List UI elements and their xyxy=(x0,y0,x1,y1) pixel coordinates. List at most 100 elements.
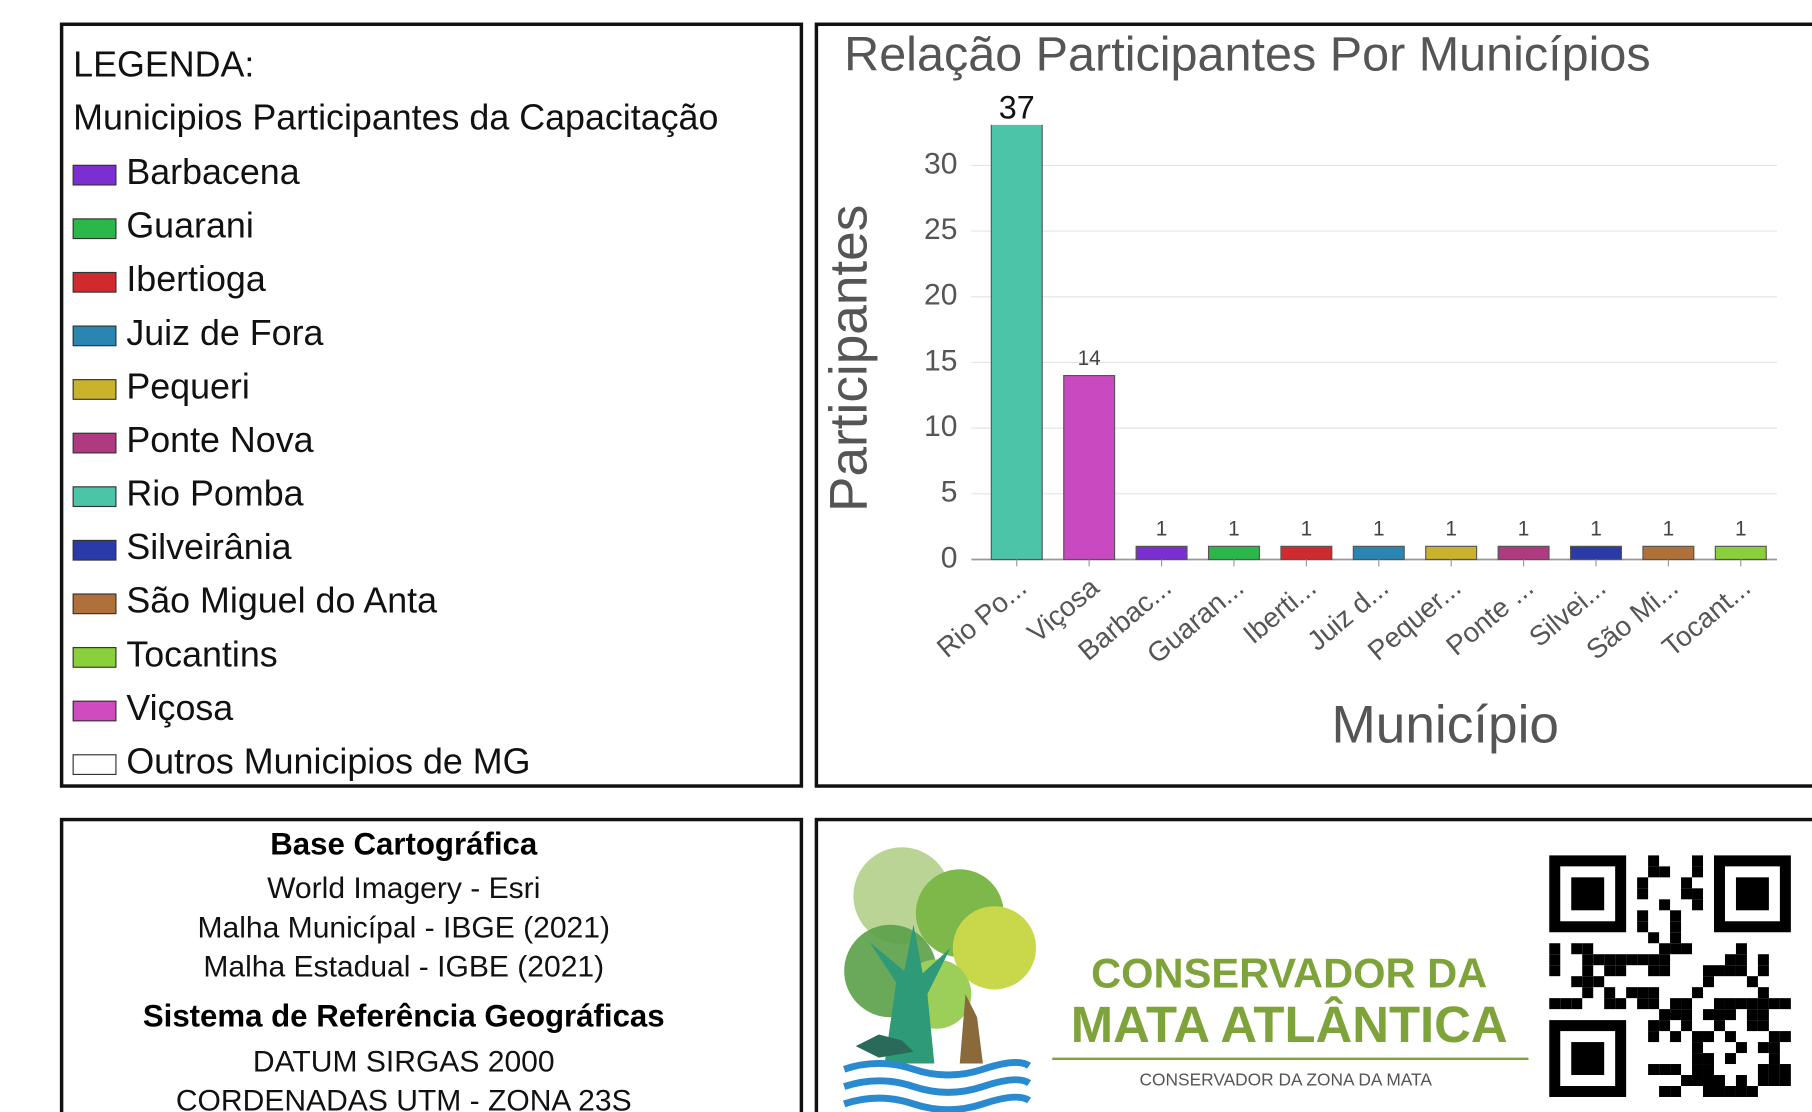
legend-swatch xyxy=(73,701,116,721)
value-label: 14 xyxy=(1078,347,1101,370)
legend-label: Silveirânia xyxy=(126,527,291,567)
y-tick-label: 0 xyxy=(941,541,958,574)
qr-cell xyxy=(1615,954,1626,965)
bar xyxy=(1498,546,1549,559)
qr-cell xyxy=(1670,943,1681,954)
qr-cell xyxy=(1681,888,1692,899)
qr-cell xyxy=(1758,1064,1769,1075)
qr-finder xyxy=(1736,877,1769,910)
qr-cell xyxy=(1571,998,1582,1009)
qr-cell xyxy=(1582,943,1593,954)
legend-label: Viçosa xyxy=(126,688,233,728)
qr-cell xyxy=(1670,1064,1681,1075)
qr-cell xyxy=(1692,888,1703,899)
page: { "legend": { "title": "LEGENDA:", "subt… xyxy=(0,0,1812,1112)
qr-cell xyxy=(1769,998,1780,1009)
qr-cell xyxy=(1736,998,1747,1009)
qr-cell xyxy=(1780,1031,1791,1042)
qr-cell xyxy=(1659,899,1670,910)
legend-swatch xyxy=(73,272,116,292)
legend-swatch xyxy=(73,540,116,560)
qr-cell xyxy=(1703,1009,1714,1020)
bar xyxy=(1064,376,1115,560)
qr-cell xyxy=(1659,954,1670,965)
qr-cell xyxy=(1659,965,1670,976)
qr-cell xyxy=(1692,1042,1703,1053)
bar xyxy=(1571,546,1622,559)
value-label: 1 xyxy=(1663,518,1675,541)
legend-swatch xyxy=(73,433,116,453)
qr-cell xyxy=(1736,954,1747,965)
qr-cell xyxy=(1659,1009,1670,1020)
qr-cell xyxy=(1758,1075,1769,1086)
qr-cell xyxy=(1758,954,1769,965)
qr-cell xyxy=(1582,987,1593,998)
qr-cell xyxy=(1637,888,1648,899)
legend-label: Tocantins xyxy=(126,634,277,674)
qr-cell xyxy=(1747,1009,1758,1020)
qr-cell xyxy=(1703,976,1714,987)
value-label: 1 xyxy=(1518,518,1530,541)
qr-cell xyxy=(1659,943,1670,954)
qr-cell xyxy=(1549,943,1560,954)
bar xyxy=(1209,546,1260,559)
qr-cell xyxy=(1648,866,1659,877)
qr-cell xyxy=(1681,1075,1692,1086)
qr-cell xyxy=(1758,987,1769,998)
legend-swatch xyxy=(73,755,116,775)
qr-cell xyxy=(1637,910,1648,921)
qr-cell xyxy=(1725,1086,1736,1097)
y-tick-label: 25 xyxy=(924,213,957,246)
qr-cell xyxy=(1725,954,1736,965)
qr-cell xyxy=(1659,866,1670,877)
qr-finder xyxy=(1571,1042,1604,1075)
qr-cell xyxy=(1725,1009,1736,1020)
qr-cell xyxy=(1769,1064,1780,1075)
qr-cell xyxy=(1648,1064,1659,1075)
logo-tagline: CONSERVADOR DA ZONA DA MATA xyxy=(1140,1069,1433,1089)
qr-cell xyxy=(1714,965,1725,976)
legend-swatch xyxy=(73,165,116,185)
qr-cell xyxy=(1703,965,1714,976)
qr-cell xyxy=(1714,1009,1725,1020)
qr-cell xyxy=(1758,1020,1769,1031)
y-axis-label: Participantes xyxy=(819,205,878,512)
bar xyxy=(1136,546,1187,559)
value-label: 1 xyxy=(1228,518,1240,541)
qr-cell xyxy=(1703,1053,1714,1064)
x-tick-label: Rio Po... xyxy=(931,571,1032,663)
qr-cell xyxy=(1637,998,1648,1009)
legend-label: Rio Pomba xyxy=(126,474,303,514)
qr-cell xyxy=(1714,1086,1725,1097)
qr-cell xyxy=(1670,910,1681,921)
qr-cell xyxy=(1604,965,1615,976)
qr-cell xyxy=(1736,1075,1747,1086)
qr-cell xyxy=(1725,998,1736,1009)
qr-cell xyxy=(1604,954,1615,965)
y-tick-label: 30 xyxy=(924,147,957,180)
qr-cell xyxy=(1747,976,1758,987)
qr-cell xyxy=(1736,943,1747,954)
bar xyxy=(1281,546,1332,559)
qr-cell xyxy=(1747,1086,1758,1097)
logo-emblem xyxy=(844,847,1036,1109)
qr-cell xyxy=(1681,1009,1692,1020)
qr-cell xyxy=(1703,1086,1714,1097)
qr-cell xyxy=(1769,1075,1780,1086)
qr-cell xyxy=(1780,1075,1791,1086)
qr-cell xyxy=(1637,921,1648,932)
qr-cell xyxy=(1692,855,1703,866)
qr-cell xyxy=(1615,998,1626,1009)
qr-cell xyxy=(1725,1031,1736,1042)
qr-cell xyxy=(1681,877,1692,888)
legend-label: Juiz de Fora xyxy=(126,313,323,353)
legend-swatch xyxy=(73,648,116,668)
qr-cell xyxy=(1670,932,1681,943)
qr-cell xyxy=(1615,965,1626,976)
bar xyxy=(1715,546,1766,559)
value-label: 37 xyxy=(999,89,1035,125)
y-tick-label: 20 xyxy=(924,279,957,312)
qr-cell xyxy=(1736,965,1747,976)
base-line: Malha Estadual - IGBE (2021) xyxy=(203,951,604,984)
reference-line: DATUM SIRGAS 2000 xyxy=(253,1045,555,1078)
